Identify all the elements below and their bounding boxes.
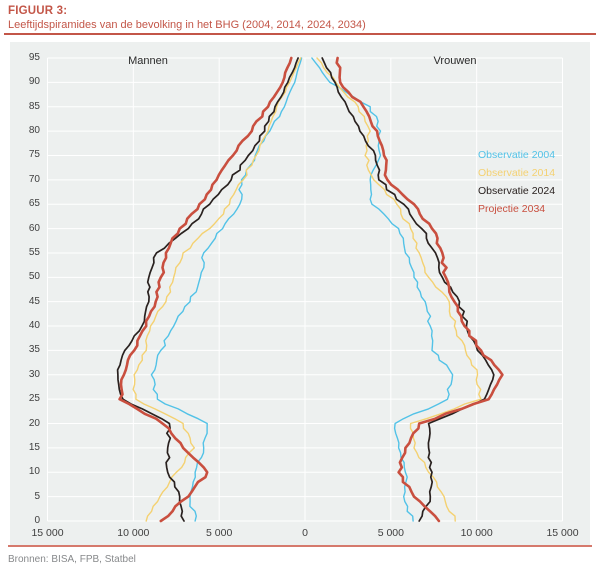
- x-axis-label-5000: 5 000: [377, 527, 404, 539]
- series-line-women-observatie-2014: [316, 57, 482, 522]
- series-line-men-projectie-2034: [118, 56, 293, 523]
- series-line-men-observatie-2004: [150, 57, 303, 522]
- y-axis-label-age-0: 0: [34, 515, 40, 526]
- y-axis-label-age-70: 70: [28, 173, 40, 185]
- y-axis-label-age-20: 20: [28, 417, 40, 429]
- y-axis-label-age-90: 90: [28, 76, 40, 88]
- series-line-men-observatie-2014: [132, 57, 302, 522]
- y-axis-label-age-35: 35: [28, 344, 40, 356]
- y-axis-label-age-40: 40: [28, 320, 40, 332]
- series-line-women-projectie-2034: [335, 56, 504, 523]
- y-axis-label-age-60: 60: [28, 222, 40, 234]
- figure-title: Leeftijdspiramides van de bevolking in h…: [8, 19, 366, 31]
- chart-panel: [10, 42, 590, 545]
- series-line-women-observatie-2004: [311, 57, 454, 522]
- men-panel-label: Mannen: [128, 55, 168, 67]
- y-axis-label-age-75: 75: [28, 149, 40, 161]
- x-axis-label-15000: 15 000: [546, 527, 579, 539]
- legend-item-projectie-2034: Projectie 2034: [478, 203, 546, 215]
- y-axis-label-age-65: 65: [28, 198, 40, 210]
- legend-item-observatie-2014: Observatie 2014: [478, 167, 556, 179]
- x-axis-label-10000: 10 000: [460, 527, 493, 539]
- women-panel-label: Vrouwen: [433, 55, 477, 67]
- legend: Observatie 2004 Observatie 2014 Observat…: [478, 146, 555, 218]
- y-axis-label-age-5: 5: [34, 490, 40, 502]
- x-axis-label-10000: 10 000: [117, 527, 150, 539]
- legend-item-observatie-2004: Observatie 2004: [478, 149, 556, 161]
- panel-bottom-divider: [8, 545, 592, 547]
- y-axis-label-age-85: 85: [28, 100, 40, 112]
- x-axis-label-0: 0: [302, 527, 308, 539]
- y-axis-label-age-55: 55: [28, 246, 40, 258]
- y-axis-label-age-80: 80: [28, 125, 40, 137]
- y-axis-label-age-45: 45: [28, 295, 40, 307]
- y-axis-label-age-10: 10: [28, 466, 40, 478]
- y-axis-label-age-25: 25: [28, 393, 40, 405]
- figure-label: FIGUUR 3:: [8, 5, 68, 17]
- y-axis-label-age-50: 50: [28, 271, 40, 283]
- x-axis-label-5000: 5 000: [206, 527, 233, 539]
- legend-item-observatie-2024: Observatie 2024: [478, 185, 556, 197]
- y-axis-label-age-95: 95: [28, 52, 40, 63]
- series-line-men-observatie-2024: [116, 57, 299, 522]
- y-axis-label-age-30: 30: [28, 368, 40, 380]
- title-divider: [4, 33, 596, 35]
- x-axis-label-15000: 15 000: [31, 527, 64, 539]
- source-note: Bronnen: BISA, FPB, Statbel: [8, 554, 136, 565]
- y-axis-label-age-15: 15: [28, 441, 40, 453]
- series-line-women-observatie-2024: [321, 57, 495, 522]
